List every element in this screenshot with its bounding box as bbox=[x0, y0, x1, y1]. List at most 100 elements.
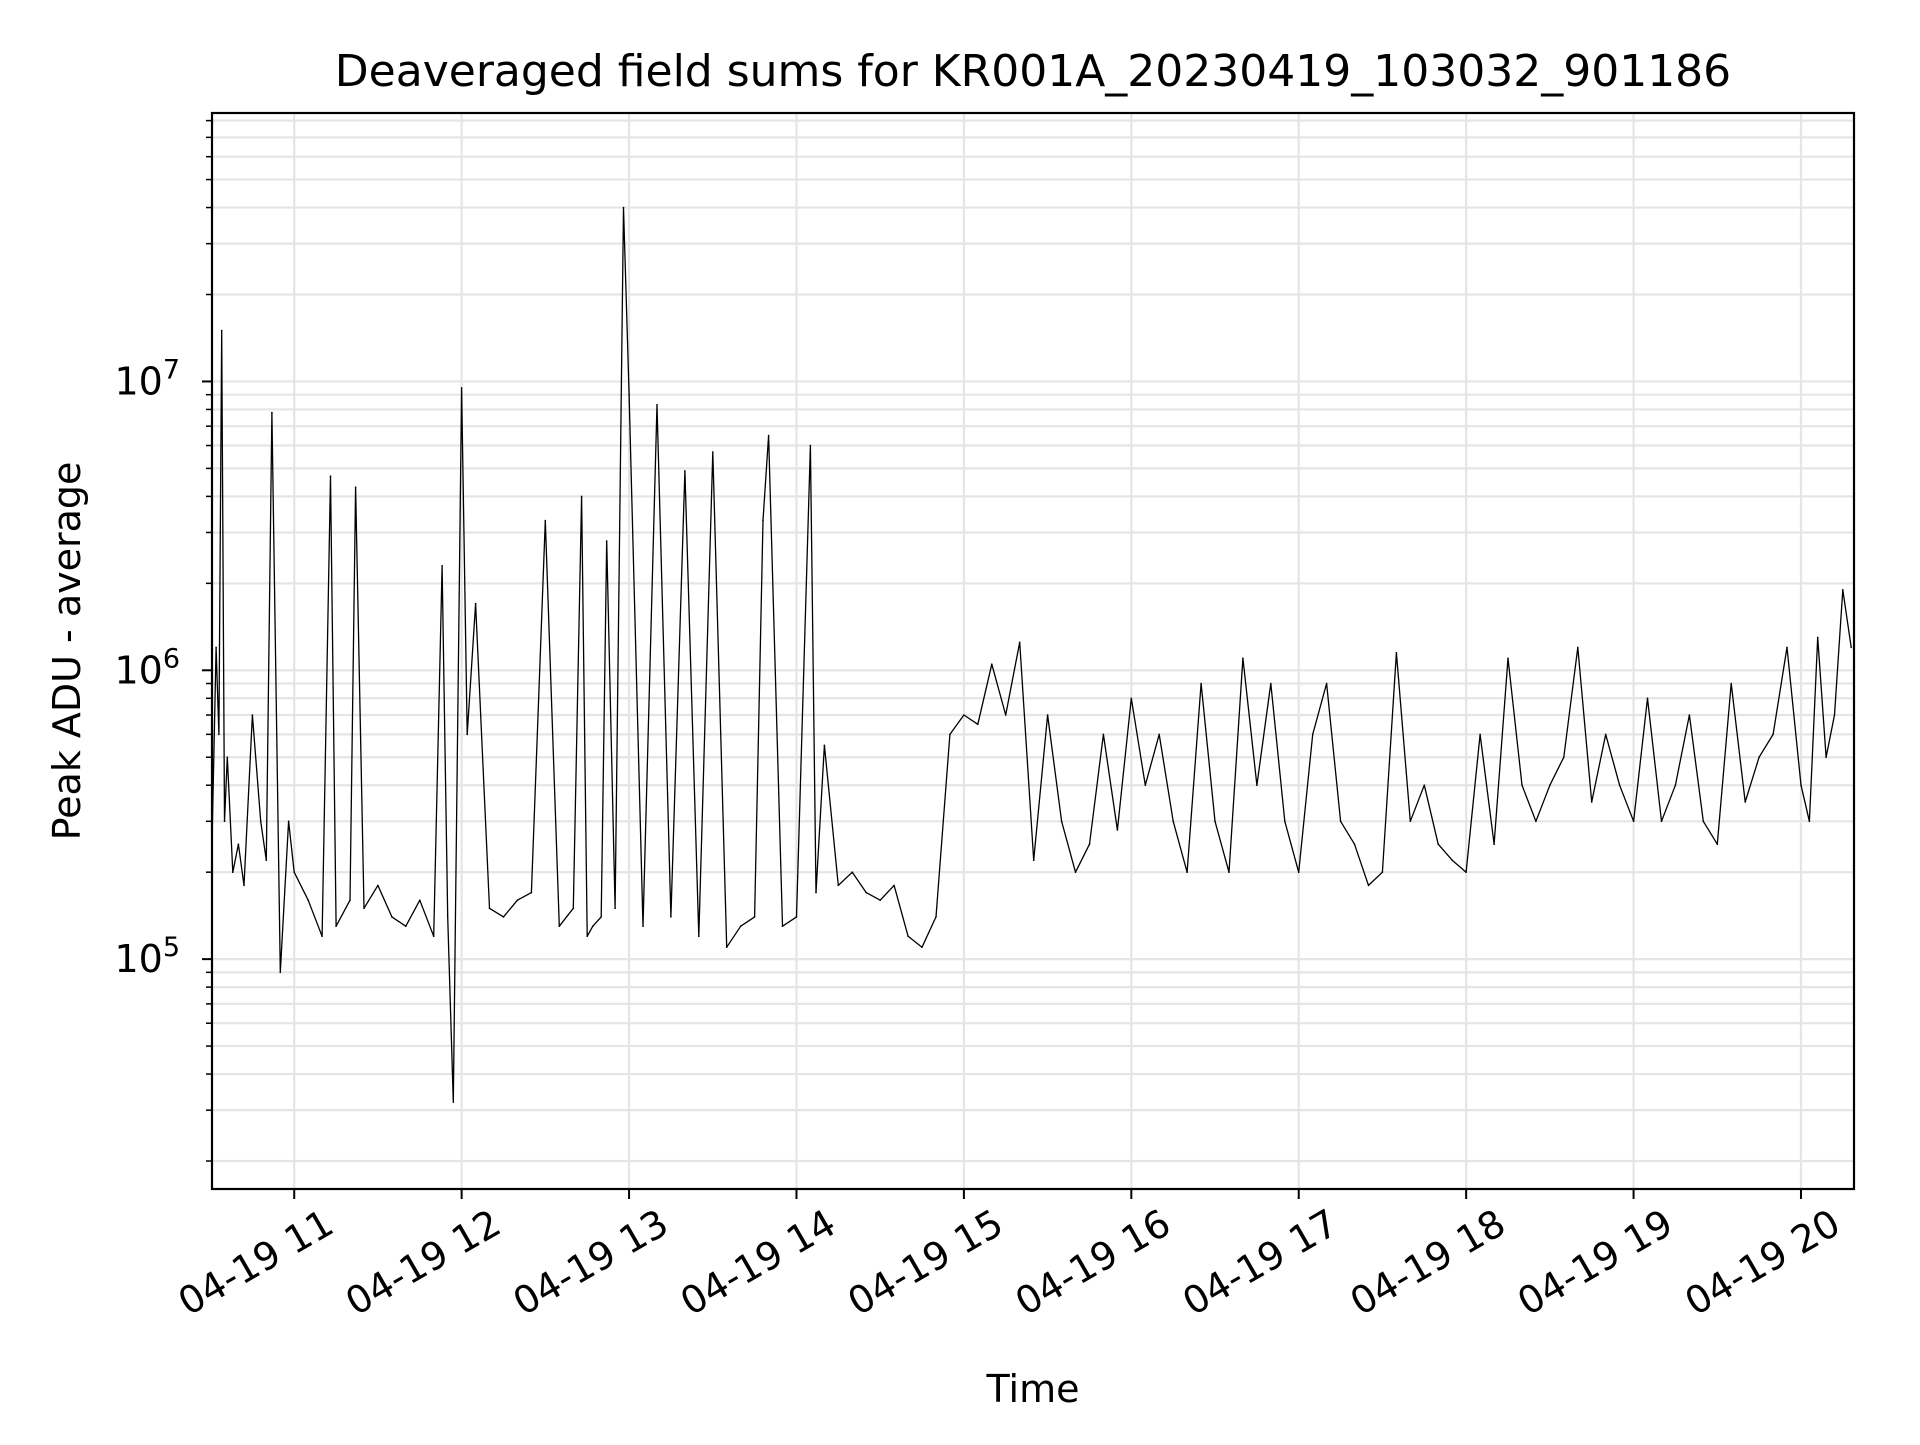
data-point bbox=[1256, 784, 1258, 786]
data-point bbox=[466, 733, 469, 736]
data-point bbox=[1018, 641, 1021, 644]
data-point bbox=[614, 907, 616, 910]
y-tick-label: 107 bbox=[114, 354, 180, 403]
data-point bbox=[432, 935, 435, 938]
grid-lines bbox=[212, 113, 1854, 1189]
data-point bbox=[1632, 820, 1635, 823]
data-point bbox=[935, 916, 937, 918]
data-point bbox=[1577, 646, 1579, 649]
data-point bbox=[1563, 756, 1565, 758]
y-tick-exponent: 7 bbox=[163, 354, 180, 385]
data-point bbox=[1116, 829, 1119, 831]
y-tick-label: 106 bbox=[114, 643, 180, 692]
data-point bbox=[698, 935, 700, 938]
data-point bbox=[1032, 859, 1035, 861]
data-point bbox=[739, 925, 742, 927]
data-point bbox=[586, 935, 588, 938]
data-point bbox=[600, 916, 602, 918]
data-point bbox=[321, 935, 323, 938]
data-point bbox=[1479, 733, 1481, 736]
y-tick-exponent: 6 bbox=[163, 643, 180, 674]
data-point bbox=[1381, 871, 1384, 873]
data-point bbox=[307, 899, 310, 901]
data-point bbox=[1744, 801, 1746, 803]
series-layer bbox=[212, 206, 1852, 1103]
data-point bbox=[1702, 820, 1705, 823]
data-point bbox=[1270, 682, 1272, 685]
data-point bbox=[823, 744, 826, 747]
y-axis-label: Peak ADU - average bbox=[45, 462, 89, 841]
y-tick-base: 10 bbox=[114, 648, 162, 692]
data-point bbox=[452, 1101, 455, 1103]
data-point bbox=[1604, 733, 1607, 736]
data-point bbox=[349, 899, 351, 901]
data-point bbox=[781, 925, 784, 927]
data-point bbox=[1493, 843, 1495, 845]
data-point bbox=[592, 925, 594, 927]
data-point bbox=[220, 329, 223, 332]
data-point bbox=[502, 916, 505, 918]
data-point bbox=[251, 714, 254, 716]
data-point bbox=[605, 540, 608, 542]
data-point bbox=[271, 411, 273, 414]
data-point bbox=[1074, 871, 1077, 873]
data-point bbox=[712, 451, 714, 453]
data-point bbox=[405, 925, 407, 927]
data-point bbox=[893, 884, 895, 887]
data-point bbox=[1850, 646, 1852, 649]
data-point bbox=[1409, 820, 1412, 823]
plot-frame bbox=[210, 111, 1856, 1191]
data-point bbox=[815, 891, 817, 894]
data-point bbox=[558, 925, 561, 927]
data-point bbox=[1660, 820, 1663, 823]
data-point bbox=[1367, 884, 1370, 887]
data-point bbox=[419, 899, 421, 901]
data-point bbox=[243, 884, 245, 887]
data-point bbox=[1130, 697, 1133, 700]
data-point bbox=[1465, 871, 1467, 873]
data-point bbox=[1590, 801, 1593, 803]
data-point bbox=[1004, 714, 1007, 716]
data-point bbox=[684, 470, 686, 472]
data-point bbox=[218, 733, 220, 736]
data-point bbox=[1521, 784, 1523, 786]
chart-title: Deaveraged field sums for KR001A_2023041… bbox=[335, 46, 1731, 97]
data-point bbox=[232, 871, 234, 873]
data-point bbox=[1284, 820, 1286, 823]
data-point bbox=[1825, 756, 1827, 758]
data-point bbox=[1200, 682, 1202, 685]
data-point bbox=[1228, 871, 1230, 873]
data-point bbox=[1758, 756, 1760, 758]
data-point bbox=[287, 820, 290, 823]
data-point bbox=[879, 899, 881, 901]
data-point bbox=[1674, 784, 1677, 786]
data-point bbox=[1046, 714, 1049, 716]
data-point bbox=[1507, 657, 1509, 660]
data-point bbox=[656, 404, 658, 406]
data-point bbox=[1158, 733, 1160, 736]
data-point bbox=[237, 843, 240, 845]
data-point bbox=[921, 946, 923, 948]
data-point bbox=[1395, 652, 1398, 654]
data-point bbox=[335, 925, 337, 927]
data-point bbox=[977, 723, 979, 726]
data-point bbox=[1339, 820, 1342, 823]
data-point bbox=[259, 820, 262, 823]
data-point bbox=[1451, 859, 1453, 861]
data-point bbox=[1437, 843, 1439, 845]
data-point bbox=[991, 663, 993, 665]
data-point bbox=[837, 884, 840, 887]
data-point bbox=[1618, 784, 1621, 786]
data-point bbox=[1816, 636, 1819, 639]
data-point bbox=[215, 646, 217, 649]
data-point bbox=[762, 519, 764, 522]
data-point bbox=[949, 733, 951, 736]
data-point bbox=[488, 907, 491, 910]
data-point bbox=[809, 444, 812, 447]
data-point bbox=[223, 820, 226, 823]
data-point bbox=[1808, 820, 1811, 823]
data-point bbox=[1172, 820, 1174, 823]
data-point bbox=[474, 602, 477, 605]
